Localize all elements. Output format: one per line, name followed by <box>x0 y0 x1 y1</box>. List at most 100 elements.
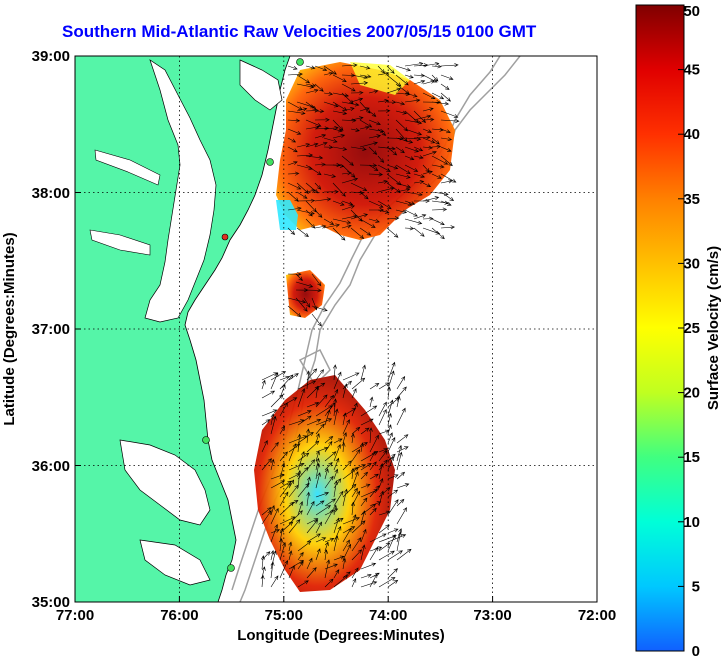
velocity-vector <box>396 395 401 408</box>
velocity-vector <box>431 144 442 149</box>
velocity-vector <box>351 514 357 525</box>
velocity-vector <box>360 528 367 543</box>
velocity-vector <box>305 164 322 176</box>
velocity-vector <box>368 200 384 208</box>
velocity-vector <box>404 61 424 67</box>
velocity-vector <box>323 65 337 75</box>
velocity-vector <box>297 410 312 417</box>
velocity-vector <box>341 200 354 206</box>
velocity-vector <box>377 98 389 103</box>
velocity-vector <box>387 534 407 543</box>
velocity-vector <box>270 413 275 426</box>
velocity-vector <box>341 205 355 211</box>
velocity-vector <box>440 137 453 142</box>
velocity-vector <box>324 508 334 525</box>
velocity-vector <box>287 305 302 318</box>
velocity-vector <box>350 213 369 220</box>
velocity-vector <box>351 537 362 552</box>
velocity-vector <box>360 573 372 579</box>
velocity-vector <box>396 548 412 561</box>
velocity-vector <box>422 150 437 157</box>
velocity-vector <box>323 91 334 96</box>
velocity-vector <box>378 542 391 552</box>
colorbar-tick-label: 40 <box>683 126 700 143</box>
velocity-vector <box>431 64 442 69</box>
velocity-vector <box>413 180 425 185</box>
velocity-vector <box>431 155 449 165</box>
velocity-vector <box>333 398 338 417</box>
velocity-vector <box>333 569 340 579</box>
velocity-vector <box>368 164 379 171</box>
velocity-vector <box>350 182 368 191</box>
velocity-vector <box>404 218 423 225</box>
colorbar-tick-label: 15 <box>683 449 700 466</box>
velocity-vector <box>360 418 374 426</box>
velocity-vector <box>323 126 339 131</box>
velocity-vector <box>270 524 279 543</box>
velocity-vector <box>387 361 396 381</box>
radar-site-marker <box>221 233 229 241</box>
y-tick-label: 38:00 <box>32 185 70 202</box>
velocity-vector <box>396 386 407 399</box>
velocity-vector <box>333 480 338 498</box>
radar-site-marker <box>202 436 210 444</box>
velocity-vector <box>306 491 311 507</box>
velocity-vector <box>315 537 327 543</box>
x-tick-label: 74:00 <box>369 607 407 624</box>
velocity-vector <box>387 489 399 498</box>
velocity-vector <box>297 380 317 390</box>
velocity-vector <box>297 452 310 462</box>
velocity-vector <box>359 65 371 70</box>
velocity-vector <box>404 128 423 136</box>
velocity-vector <box>378 478 384 489</box>
velocity-vector <box>396 434 409 444</box>
velocity-vector <box>306 533 321 543</box>
velocity-vector <box>350 227 365 240</box>
velocity-vector <box>306 500 315 516</box>
velocity-vector <box>315 462 321 480</box>
velocity-vector <box>342 571 351 579</box>
velocity-vector <box>359 107 370 112</box>
velocity-vector <box>413 114 432 121</box>
velocity-vector <box>261 390 276 399</box>
velocity-vector <box>395 137 414 144</box>
velocity-vector <box>305 125 320 130</box>
velocity-vector <box>324 440 333 453</box>
velocity-vector <box>324 578 334 588</box>
velocity-vector <box>377 186 395 193</box>
velocity-vector <box>422 100 441 105</box>
velocity-vector <box>377 65 386 74</box>
velocity-vector <box>396 375 406 390</box>
velocity-vector <box>315 433 320 444</box>
velocity-vector <box>332 101 348 111</box>
velocity-vector <box>351 449 361 462</box>
x-axis-label: Longitude (Degrees:Minutes) <box>237 627 445 644</box>
velocity-vector <box>332 163 345 168</box>
map-title: Southern Mid-Atlantic Raw Velocities 200… <box>62 22 537 41</box>
velocity-vector <box>303 288 322 293</box>
velocity-patch-north-cyan <box>276 200 298 230</box>
velocity-vector <box>422 128 432 133</box>
velocity-vector <box>333 555 345 561</box>
velocity-vector <box>440 118 460 123</box>
velocity-vector <box>315 521 322 534</box>
velocity-vector <box>324 559 331 579</box>
velocity-vector <box>387 456 394 471</box>
velocity-vector <box>332 182 346 197</box>
velocity-vector <box>404 155 415 161</box>
velocity-vector <box>306 368 318 381</box>
velocity-vector <box>422 227 441 235</box>
velocity-vector <box>306 459 316 471</box>
velocity-vector <box>368 134 382 139</box>
velocity-vector <box>341 155 354 166</box>
velocity-vector <box>440 173 457 183</box>
velocity-vector <box>351 426 361 435</box>
velocity-vector <box>342 517 360 525</box>
colorbar-tick-label: 50 <box>683 3 700 20</box>
velocity-vector <box>422 170 433 175</box>
x-tick-label: 72:00 <box>578 607 616 624</box>
velocity-vector <box>387 579 399 588</box>
velocity-vector <box>261 379 266 390</box>
velocity-vector <box>311 313 322 327</box>
velocity-vector <box>342 460 353 471</box>
